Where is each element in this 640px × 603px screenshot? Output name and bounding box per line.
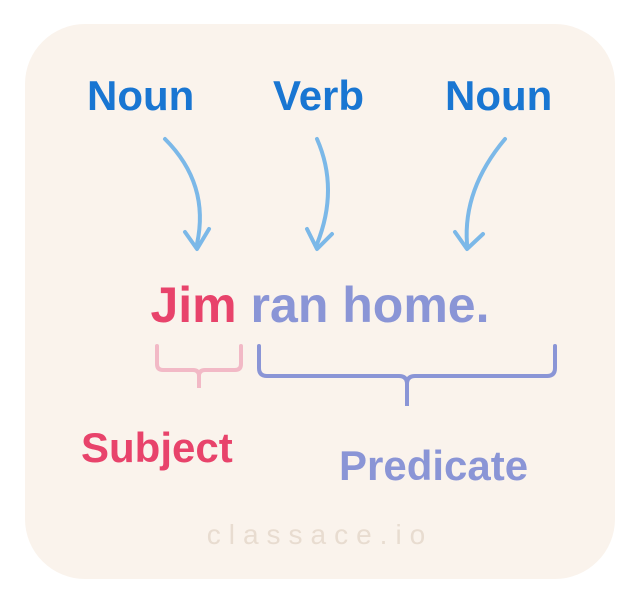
arrow-to-home (445, 134, 525, 264)
word-period: . (476, 277, 490, 333)
word-jim: Jim (150, 277, 236, 333)
arrow-to-ran (297, 134, 357, 264)
word-ran: ran (237, 277, 343, 333)
word-home: home (342, 277, 475, 333)
sentence: Jim ran home. (25, 276, 615, 334)
arrow-to-jim (155, 134, 225, 264)
diagram-card: Noun Verb Noun Jim ran home. Subject Pre… (25, 24, 615, 579)
watermark: classace.io (25, 519, 615, 551)
label-noun-1: Noun (87, 72, 194, 120)
bracket-predicate (255, 342, 563, 414)
label-verb: Verb (273, 72, 364, 120)
label-noun-2: Noun (445, 72, 552, 120)
label-subject: Subject (81, 424, 233, 472)
label-predicate: Predicate (339, 442, 528, 490)
bracket-subject (153, 342, 249, 396)
